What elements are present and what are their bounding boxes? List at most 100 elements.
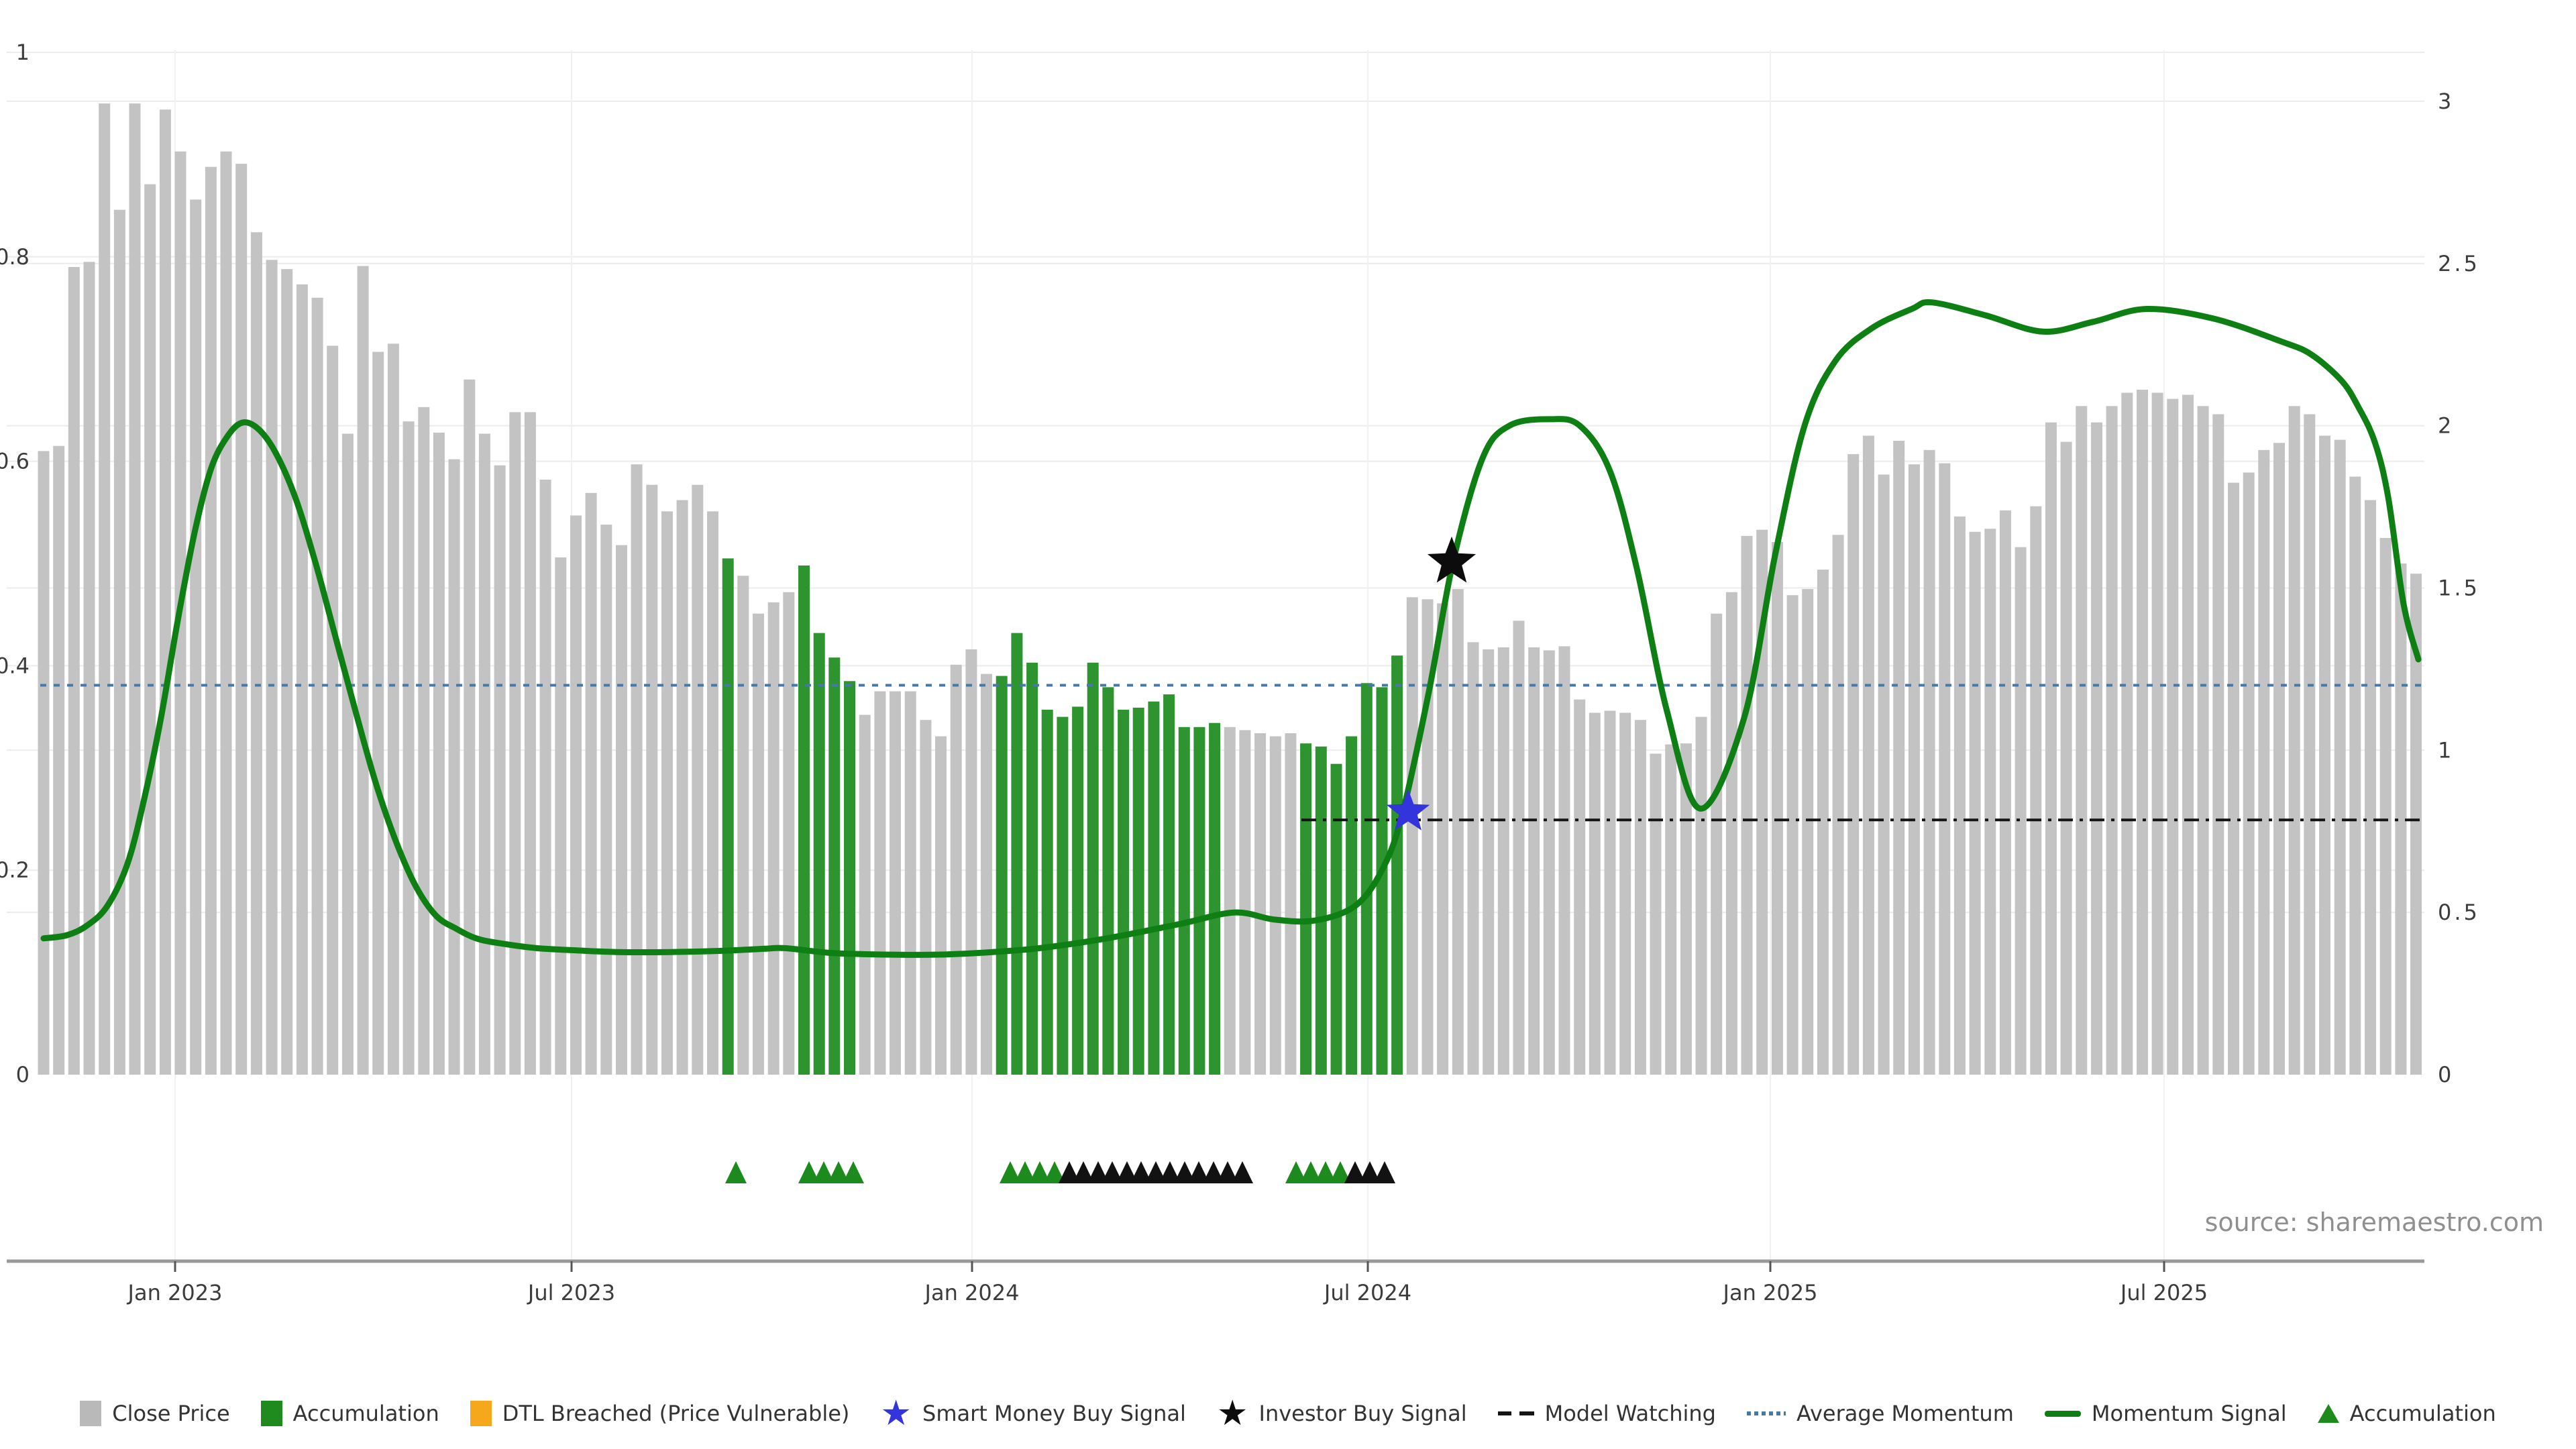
accumulation-triangle-black: [1059, 1161, 1080, 1183]
close-price-bar: [1802, 589, 1814, 1075]
accumulation-triangle-green: [1330, 1161, 1351, 1183]
close-price-bar: [113, 209, 125, 1075]
close-price-bar: [2319, 435, 2330, 1075]
source-attribution: source: sharemaestro.com: [2204, 1208, 2544, 1237]
accumulation-triangle-green: [828, 1161, 849, 1183]
close-price-bar: [631, 464, 643, 1075]
close-price-bar: [1756, 529, 1768, 1075]
accumulation-bar: [1360, 683, 1373, 1075]
accumulation-triangle-black: [1217, 1161, 1238, 1183]
close-price-bar: [2410, 574, 2422, 1075]
close-price-bar: [2365, 500, 2376, 1075]
x-tick-label: Jan 2023: [127, 1280, 223, 1305]
accumulation-triangle-black: [1374, 1161, 1395, 1183]
close-price-bar: [1528, 647, 1540, 1075]
x-tick-label: Jul 2023: [527, 1280, 615, 1305]
close-price-bar: [1969, 531, 1981, 1075]
close-price-bar: [981, 674, 992, 1075]
close-price-bar: [357, 266, 369, 1075]
close-price-bar: [448, 459, 460, 1075]
legend-label: Investor Buy Signal: [1258, 1401, 1467, 1426]
close-price-bar: [707, 511, 718, 1075]
right-axis-tick-label: 2: [2438, 413, 2454, 439]
smart-money-buy-signal-star: [1386, 789, 1430, 830]
accumulation-triangle-green: [725, 1161, 747, 1183]
close-price-bar: [524, 412, 536, 1075]
close-price-bar: [1786, 595, 1799, 1075]
close-price-bar: [2304, 414, 2316, 1075]
accumulation-bar: [1072, 706, 1084, 1075]
close-price-bar: [646, 484, 658, 1075]
close-price-bar: [266, 260, 278, 1075]
accumulation-bar: [1330, 763, 1342, 1075]
left-axis-tick-label: 0: [16, 1062, 30, 1087]
close-price-bar: [144, 184, 156, 1075]
close-price-bar: [464, 379, 476, 1075]
close-price-bar: [1953, 516, 1966, 1075]
close-price-bar: [341, 433, 354, 1075]
close-price-bar: [99, 103, 111, 1075]
close-price-bar: [2106, 406, 2118, 1075]
close-price-bar: [1695, 716, 1707, 1075]
close-price-bar: [935, 736, 947, 1075]
close-price-bar: [859, 714, 871, 1075]
close-price-bar: [1741, 535, 1753, 1075]
legend-item-accumulation: Accumulation: [2317, 1401, 2496, 1426]
close-price-bar: [1513, 621, 1525, 1075]
accumulation-bar: [1209, 722, 1221, 1075]
accumulation-bar: [798, 566, 810, 1075]
close-price-bar: [1665, 744, 1677, 1075]
accumulation-triangle-black: [1073, 1161, 1094, 1183]
x-tick-label: Jan 2025: [1722, 1280, 1818, 1305]
accumulation-triangle-green: [1014, 1161, 1036, 1183]
right-axis-tick-label: 1: [2438, 737, 2454, 763]
close-price-bar: [2288, 406, 2300, 1075]
investor-buy-signal-star: [1427, 536, 1477, 583]
accumulation-bar: [1041, 709, 1053, 1075]
accumulation-triangle-black: [1344, 1161, 1366, 1183]
square-swatch-icon: [260, 1401, 282, 1426]
accumulation-bar: [1102, 687, 1114, 1075]
legend-item-model-watching: Model Watching: [1497, 1401, 1716, 1426]
close-price-bar: [53, 445, 65, 1075]
close-price-bar: [1923, 449, 1935, 1075]
accumulation-triangle-black: [1174, 1161, 1195, 1183]
close-price-bar: [965, 649, 977, 1075]
accumulation-bar: [1087, 662, 1099, 1075]
close-price-bar: [2197, 406, 2209, 1075]
close-price-bar: [1908, 464, 1920, 1075]
accumulation-bar: [1118, 709, 1130, 1075]
close-price-bar: [327, 345, 339, 1075]
close-price-bar: [1650, 753, 1662, 1075]
close-price-bar: [296, 284, 308, 1075]
close-price-bar: [753, 613, 764, 1075]
legend-label: Smart Money Buy Signal: [922, 1401, 1186, 1426]
accumulation-triangle-green: [1029, 1161, 1051, 1183]
close-price-bar: [387, 343, 399, 1075]
close-price-bar: [1589, 712, 1601, 1075]
close-price-bar: [38, 451, 50, 1075]
square-swatch-icon: [470, 1401, 492, 1426]
close-price-bar: [2030, 506, 2042, 1075]
close-price-bar: [737, 576, 749, 1075]
close-price-bar: [1725, 592, 1737, 1075]
close-price-bar: [159, 109, 171, 1075]
legend-label: DTL Breached (Price Vulnerable): [502, 1401, 850, 1426]
legend-label: Accumulation: [292, 1401, 439, 1426]
price-momentum-chart: Jan 2023 Jul 2023 Jan 2024 Jul 2024 Jan 2025…: [0, 40, 2477, 1305]
close-price-bar: [1847, 453, 1860, 1075]
close-price-bar: [1285, 733, 1297, 1075]
close-price-bar: [1680, 743, 1692, 1075]
dashes-swatch-icon: [1497, 1411, 1534, 1415]
close-price-bar: [418, 407, 430, 1075]
close-price-bar: [661, 511, 673, 1075]
close-price-bar: [692, 484, 704, 1075]
close-price-bar: [1254, 733, 1267, 1075]
close-price-bar: [1634, 720, 1646, 1075]
close-price-bar: [920, 720, 932, 1075]
close-price-bar: [585, 492, 597, 1075]
legend-label: Close Price: [112, 1401, 230, 1426]
close-price-bar: [616, 545, 627, 1075]
close-price-bar: [2076, 406, 2088, 1075]
close-price-bar: [190, 199, 202, 1075]
